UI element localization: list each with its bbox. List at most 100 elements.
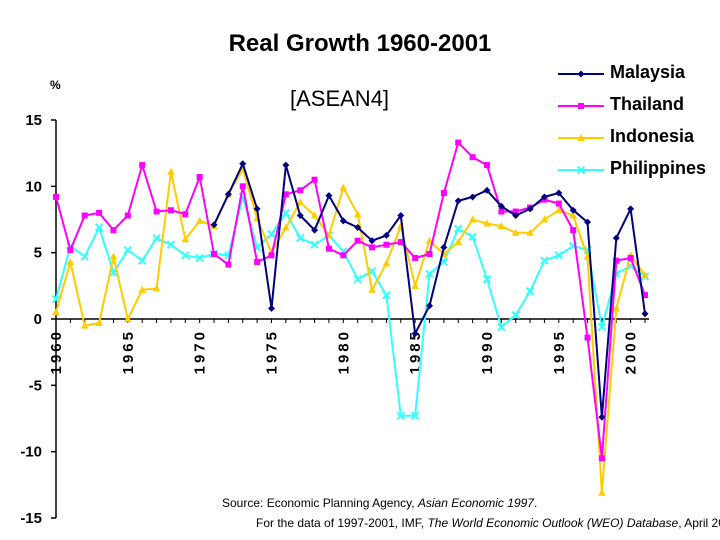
- legend-label-philippines: Philippines: [610, 158, 707, 178]
- data-point-thailand: [124, 212, 131, 219]
- marker-stroke: [468, 232, 477, 241]
- series-malaysia: [210, 160, 649, 421]
- source-line1-italic: Asian Economic 1997: [417, 496, 534, 510]
- data-point-philippines: [267, 229, 276, 239]
- data-point-philippines: [482, 274, 492, 284]
- data-point-malaysia: [497, 202, 505, 210]
- data-point-malaysia: [210, 221, 218, 229]
- data-point-malaysia: [612, 234, 620, 242]
- legend-marker-symbol: [576, 165, 586, 175]
- data-point-thailand: [397, 239, 404, 246]
- marker-stroke: [554, 251, 564, 260]
- x-tick-label: 1995: [551, 329, 568, 374]
- data-point-thailand: [598, 455, 605, 462]
- marker-stroke: [152, 233, 161, 243]
- data-point-thailand: [555, 200, 562, 207]
- data-point-philippines: [468, 232, 477, 241]
- legend-label-malaysia: Malaysia: [610, 62, 686, 82]
- data-point-malaysia: [282, 161, 290, 169]
- data-point-thailand: [311, 176, 318, 183]
- legend-marker-symbol: [577, 134, 585, 141]
- data-point-indonesia: [80, 321, 89, 329]
- data-point-indonesia: [612, 304, 621, 312]
- x-tick-label: 1980: [335, 329, 352, 374]
- data-point-thailand: [254, 258, 261, 265]
- data-point-philippines: [554, 251, 564, 260]
- data-point-thailand: [512, 208, 519, 215]
- source-line2-prefix: For the data of 1997-2001, IMF,: [256, 516, 428, 530]
- data-point-indonesia: [52, 308, 60, 316]
- legend-marker-philippines: [558, 165, 604, 175]
- legend-label-indonesia: Indonesia: [610, 126, 695, 146]
- data-point-malaysia: [426, 302, 434, 310]
- marker-stroke: [123, 245, 133, 255]
- data-point-thailand: [584, 334, 591, 341]
- legend-marker-symbol: [578, 103, 584, 109]
- data-point-indonesia: [468, 215, 477, 223]
- data-point-thailand: [53, 193, 59, 200]
- marker-stroke: [51, 294, 61, 304]
- data-point-philippines: [181, 251, 190, 260]
- data-point-malaysia: [253, 205, 261, 213]
- data-point-malaysia: [368, 237, 376, 245]
- data-point-malaysia: [325, 192, 333, 200]
- y-tick-label: 15: [25, 112, 42, 129]
- marker-stroke: [482, 274, 492, 284]
- data-point-malaysia: [267, 304, 275, 312]
- marker-stroke: [454, 224, 463, 233]
- data-point-malaysia: [641, 310, 649, 318]
- data-point-malaysia: [512, 212, 520, 220]
- marker-stroke: [310, 240, 319, 249]
- data-point-philippines: [296, 233, 305, 243]
- legend-marker-symbol: [577, 70, 585, 78]
- data-point-indonesia: [167, 167, 175, 175]
- data-point-indonesia: [310, 211, 319, 219]
- data-point-thailand: [570, 227, 577, 234]
- data-point-thailand: [96, 209, 103, 216]
- data-point-indonesia: [95, 318, 103, 326]
- data-point-indonesia: [368, 285, 376, 293]
- source-line1-prefix: Source: Economic Planning Agency,: [222, 496, 418, 510]
- data-point-philippines: [410, 411, 420, 421]
- marker-stroke: [267, 229, 276, 239]
- data-point-indonesia: [339, 183, 348, 191]
- data-point-indonesia: [497, 222, 506, 230]
- data-point-indonesia: [195, 216, 204, 224]
- series-philippines: [51, 192, 650, 421]
- legend-marker-thailand: [558, 103, 604, 109]
- data-point-indonesia: [569, 211, 577, 219]
- y-tick-label: -15: [20, 510, 42, 527]
- data-point-philippines: [353, 274, 362, 284]
- data-point-indonesia: [511, 228, 520, 236]
- data-point-indonesia: [353, 210, 362, 218]
- data-point-philippines: [137, 256, 147, 265]
- data-point-thailand: [383, 241, 390, 248]
- data-point-philippines: [597, 322, 607, 332]
- y-tick-label: -10: [20, 444, 42, 461]
- data-point-indonesia: [109, 252, 118, 260]
- data-point-thailand: [354, 237, 361, 244]
- marker-stroke: [576, 165, 586, 175]
- data-point-thailand: [412, 254, 419, 261]
- data-point-philippines: [540, 256, 549, 265]
- data-point-malaysia: [397, 212, 405, 220]
- data-point-thailand: [426, 250, 433, 257]
- legend-label-thailand: Thailand: [610, 94, 685, 114]
- marker-stroke: [137, 256, 147, 265]
- data-point-malaysia: [339, 217, 347, 225]
- data-point-malaysia: [440, 243, 448, 251]
- data-point-philippines: [511, 310, 520, 320]
- data-point-malaysia: [540, 193, 548, 201]
- data-point-indonesia: [296, 198, 305, 206]
- data-point-thailand: [627, 254, 634, 261]
- marker-stroke: [281, 208, 291, 218]
- data-point-indonesia: [641, 271, 649, 279]
- y-tick-label: 10: [25, 178, 42, 195]
- data-point-philippines: [454, 224, 463, 233]
- legend-marker-indonesia: [558, 134, 604, 141]
- data-point-indonesia: [282, 223, 290, 231]
- data-point-thailand: [440, 189, 447, 196]
- marker-stroke: [296, 233, 305, 243]
- data-point-thailand: [67, 247, 74, 254]
